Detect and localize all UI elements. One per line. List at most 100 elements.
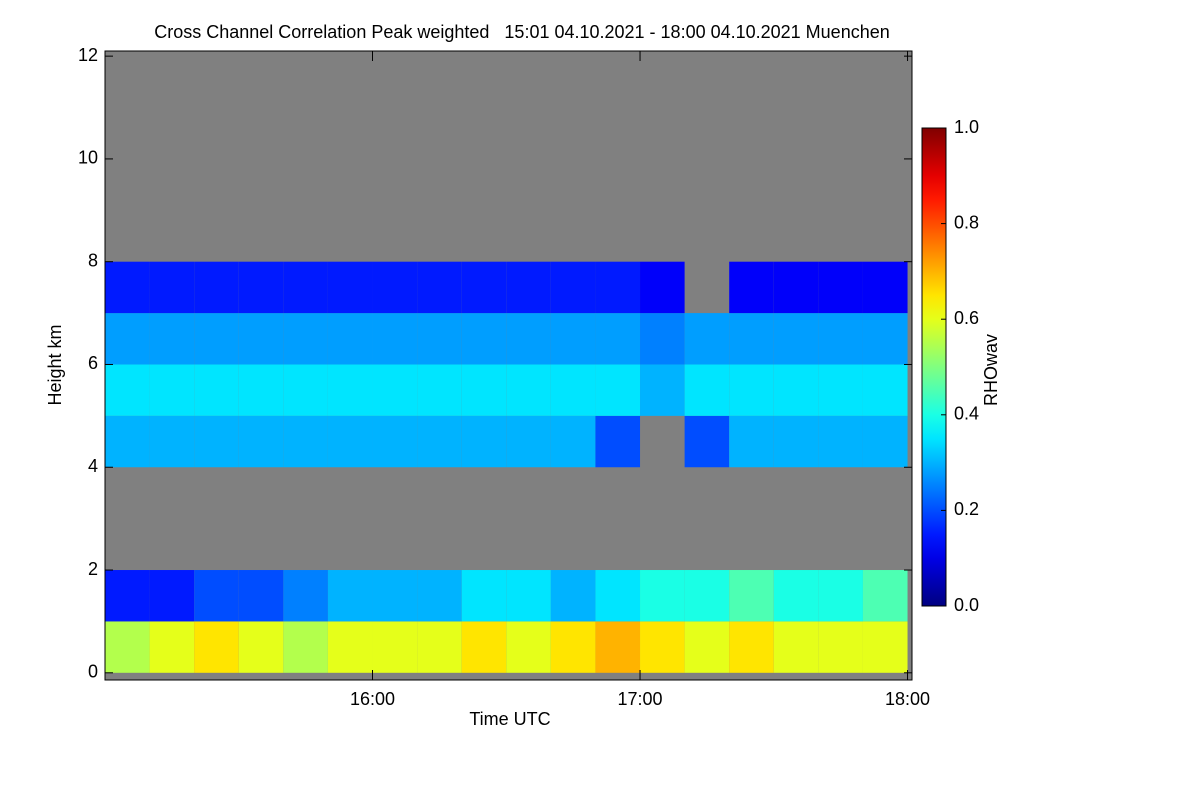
heatmap-cell [149, 415, 195, 468]
heatmap-cell [729, 570, 774, 622]
y-axis-label: Height km [45, 324, 65, 405]
heatmap-cell [862, 415, 908, 468]
heatmap-cell [149, 570, 195, 622]
heatmap-cell [862, 364, 908, 416]
heatmap-cell [194, 621, 239, 673]
heatmap-cell [461, 415, 507, 468]
heatmap-cell [327, 261, 373, 314]
heatmap-cell [105, 261, 150, 314]
heatmap-cell [550, 621, 596, 673]
y-tick-label: 8 [88, 250, 98, 270]
heatmap-cell [327, 621, 373, 673]
heatmap-cell [729, 261, 774, 314]
heatmap-cell [372, 621, 418, 673]
heatmap-cell [417, 621, 462, 673]
heatmap-cell [595, 415, 641, 468]
x-tick-label: 16:00 [350, 689, 395, 709]
heatmap-cell [461, 313, 507, 365]
heatmap-cell [506, 364, 551, 416]
colorbar-tick-label: 1.0 [954, 117, 979, 137]
heatmap-cell [238, 364, 284, 416]
heatmap-cell [372, 313, 418, 365]
heatmap-cell [194, 570, 239, 622]
heatmap-cell [729, 415, 774, 468]
heatmap-cell [640, 313, 685, 365]
heatmap-cell [283, 415, 328, 468]
heatmap-cell [238, 313, 284, 365]
heatmap-cell [461, 621, 507, 673]
heatmap-cell [640, 570, 685, 622]
heatmap-cell [238, 570, 284, 622]
y-tick-label: 2 [88, 559, 98, 579]
heatmap-cell [862, 313, 908, 365]
heatmap-cell [194, 364, 239, 416]
heatmap-cell [149, 313, 195, 365]
heatmap-cell [684, 364, 730, 416]
heatmap-cell [773, 364, 819, 416]
heatmap-cell [818, 570, 863, 622]
colorbar-tick-label: 0.6 [954, 308, 979, 328]
heatmap-cell [506, 621, 551, 673]
heatmap-cell [506, 313, 551, 365]
heatmap-cell [372, 415, 418, 468]
colorbar-label: RHOwav [981, 334, 1001, 406]
heatmap-cell [283, 261, 328, 314]
colorbar-tick-label: 0.4 [954, 404, 979, 424]
heatmap-cell [372, 570, 418, 622]
y-tick-label: 6 [88, 353, 98, 373]
heatmap-cell [773, 570, 819, 622]
heatmap-cell [862, 621, 908, 673]
heatmap-cell [372, 261, 418, 314]
heatmap-cell [818, 261, 863, 314]
colorbar-tick-label: 0.0 [954, 595, 979, 615]
heatmap-cell [194, 415, 239, 468]
heatmap-cell [729, 313, 774, 365]
heatmap-cell [550, 364, 596, 416]
heatmap-cell [550, 313, 596, 365]
heatmap-cell [729, 364, 774, 416]
heatmap-cell [595, 621, 641, 673]
heatmap-cell [327, 364, 373, 416]
heatmap-cell [417, 364, 462, 416]
heatmap-cell [417, 313, 462, 365]
heatmap-cell [327, 415, 373, 468]
chart-title: Cross Channel Correlation Peak weighted … [154, 22, 890, 42]
heatmap-cell [818, 313, 863, 365]
heatmap-cell [818, 415, 863, 468]
heatmap-cell [283, 621, 328, 673]
heatmap-cell [773, 261, 819, 314]
heatmap-cell [149, 621, 195, 673]
heatmap-cell [818, 364, 863, 416]
x-tick-label: 17:00 [618, 689, 663, 709]
heatmap-cell [283, 313, 328, 365]
heatmap-cell [105, 570, 150, 622]
heatmap-cell [595, 313, 641, 365]
heatmap-cell [640, 261, 685, 314]
heatmap-cell [773, 415, 819, 468]
plot-frame [104, 50, 913, 681]
heatmap-cell [283, 364, 328, 416]
heatmap-cell [149, 364, 195, 416]
heatmap-cell [194, 261, 239, 314]
heatmap-cell [773, 621, 819, 673]
heatmap-cell [105, 415, 150, 468]
heatmap-cell [327, 570, 373, 622]
heatmap-cell [461, 261, 507, 314]
heatmap-cell [684, 313, 730, 365]
heatmap-cell [417, 570, 462, 622]
colorbar-tick-label: 0.2 [954, 499, 979, 519]
heatmap-cell [283, 570, 328, 622]
heatmap-cell [105, 313, 150, 365]
heatmap-cell [550, 570, 596, 622]
heatmap-cell [105, 621, 150, 673]
heatmap-cell [595, 261, 641, 314]
heatmap-cell [729, 621, 774, 673]
heatmap-cell [194, 313, 239, 365]
heatmap-cell [640, 364, 685, 416]
y-tick-label: 4 [88, 456, 98, 476]
x-axis-label: Time UTC [469, 709, 550, 729]
heatmap-cell [149, 261, 195, 314]
colorbar [921, 127, 947, 607]
y-tick-label: 12 [78, 45, 98, 65]
y-tick-label: 0 [88, 662, 98, 682]
